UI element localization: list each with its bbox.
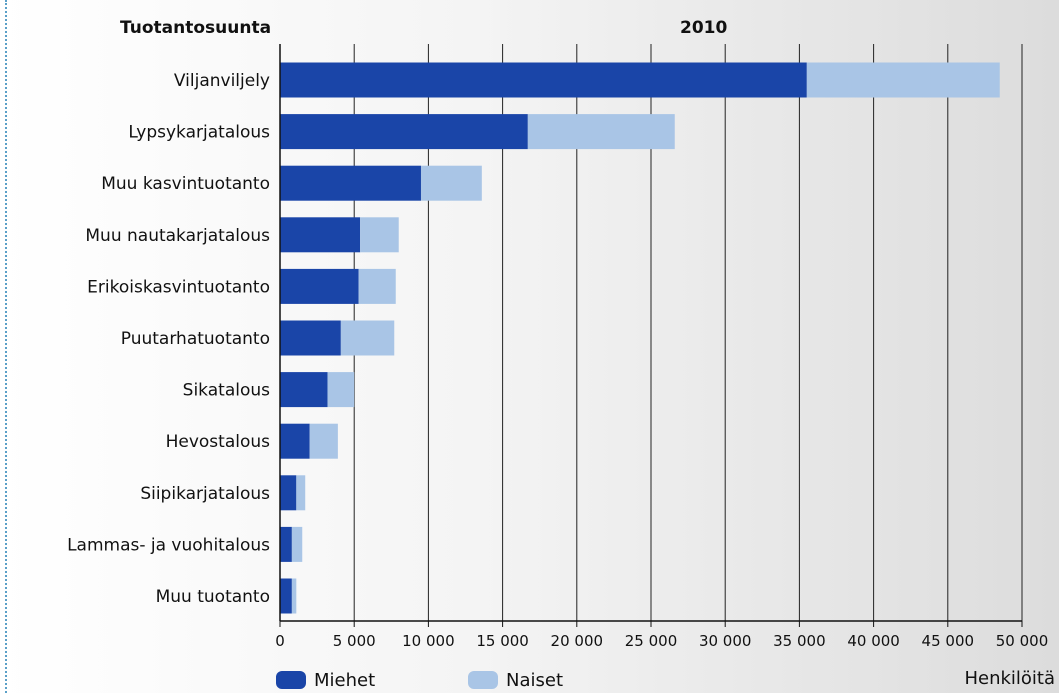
x-tick-label: 5 000 — [333, 632, 376, 650]
bar-naiset-2 — [420, 165, 482, 201]
bar-miehet-8 — [280, 475, 297, 511]
bar-naiset-5 — [340, 320, 395, 356]
legend-label-miehet: Miehet — [314, 669, 376, 691]
bar-naiset-8 — [296, 475, 306, 511]
bar-miehet-4 — [280, 268, 359, 304]
category-label: Erikoiskasvintuotanto — [87, 277, 270, 297]
category-label: Lypsykarjatalous — [128, 123, 270, 143]
category-label: Muu kasvintuotanto — [101, 174, 270, 194]
x-tick-label: 10 000 — [402, 632, 455, 650]
legend-item-miehet: Miehet — [276, 668, 375, 692]
legend-swatch-naiset — [468, 671, 498, 689]
category-label: Viljanviljely — [174, 71, 270, 91]
bar-naiset-7 — [309, 423, 338, 459]
legend-label-naiset: Naiset — [506, 669, 564, 691]
category-label: Sikatalous — [183, 381, 270, 401]
bar-naiset-6 — [327, 372, 355, 408]
bar-miehet-0 — [280, 62, 807, 98]
x-tick-label: 30 000 — [699, 632, 752, 650]
category-label: Hevostalous — [166, 432, 271, 452]
category-label: Muu nautakarjatalous — [85, 226, 270, 246]
bar-miehet-9 — [280, 526, 292, 562]
bar-naiset-1 — [527, 114, 675, 150]
x-tick-label: 25 000 — [625, 632, 678, 650]
x-tick-label: 15 000 — [476, 632, 529, 650]
chart-title: 2010 — [680, 18, 728, 38]
bar-miehet-3 — [280, 217, 361, 253]
bar-naiset-0 — [806, 62, 1000, 98]
x-tick-label: 20 000 — [551, 632, 604, 650]
x-tick-label: 35 000 — [773, 632, 826, 650]
dotted-border — [5, 0, 7, 693]
category-label: Puutarhatuotanto — [121, 329, 270, 349]
category-label: Lammas- ja vuohitalous — [67, 535, 270, 555]
category-label: Siipikarjatalous — [140, 484, 270, 504]
x-tick-label: 50 000 — [996, 632, 1049, 650]
category-label: Muu tuotanto — [156, 587, 270, 607]
legend-item-naiset: Naiset — [468, 668, 563, 692]
x-tick-label: 0 — [275, 632, 285, 650]
bar-naiset-3 — [360, 217, 399, 253]
bar-naiset-10 — [291, 578, 297, 614]
legend-swatch-miehet — [276, 671, 306, 689]
x-axis-label: Henkilöitä — [964, 668, 1055, 689]
x-tick-label: 40 000 — [847, 632, 900, 650]
bar-miehet-6 — [280, 372, 328, 408]
bar-miehet-10 — [280, 578, 292, 614]
bar-miehet-5 — [280, 320, 341, 356]
bar-naiset-9 — [291, 526, 303, 562]
bar-naiset-4 — [358, 268, 396, 304]
x-tick-label: 45 000 — [922, 632, 975, 650]
bar-miehet-7 — [280, 423, 310, 459]
bar-miehet-2 — [280, 165, 421, 201]
category-header: Tuotantosuunta — [120, 18, 272, 38]
bar-miehet-1 — [280, 114, 528, 150]
